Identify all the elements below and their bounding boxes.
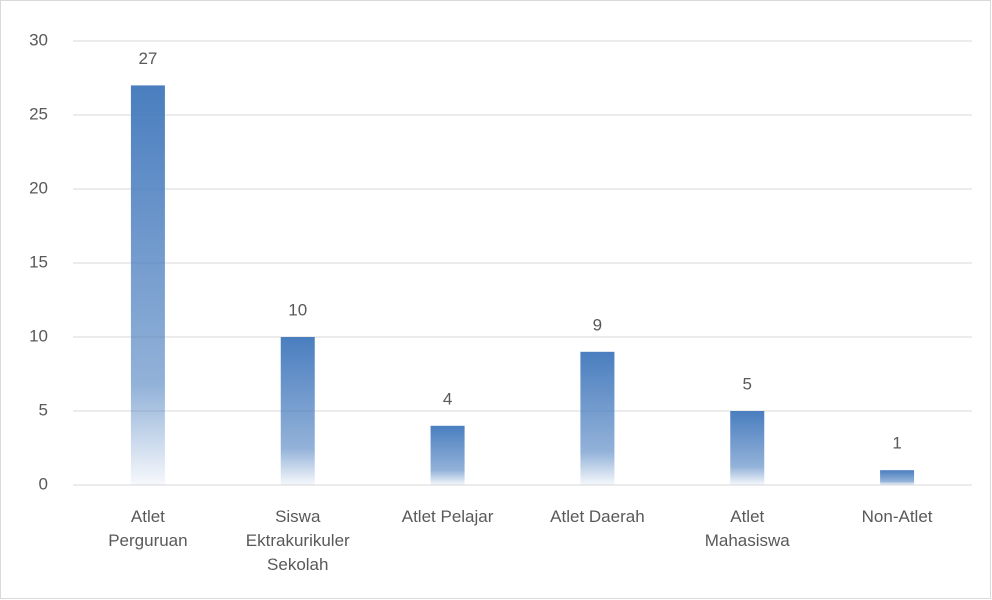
bar [880,470,915,485]
x-tick-label: Atlet Pelajar [401,507,494,526]
y-tick-label: 5 [39,400,48,419]
x-tick-label: Non-Atlet [861,507,933,526]
x-tick-label: Atlet Perguruan [108,507,188,550]
data-label: 10 [288,300,307,319]
bar [280,337,315,485]
data-label: 9 [593,315,602,334]
y-tick-label: 30 [29,30,48,49]
data-label: 5 [743,374,752,393]
bar [580,351,615,485]
bar [430,425,465,485]
y-tick-label: 10 [29,326,48,345]
x-tick-label: Atlet Daerah [550,507,645,526]
y-tick-label: 25 [29,104,48,123]
x-tick-label: Atlet Mahasiswa [704,507,790,550]
bar [730,411,765,485]
bar [130,85,165,486]
data-label: 27 [138,49,157,68]
y-tick-label: 20 [29,178,48,197]
data-label: 1 [892,434,901,453]
y-tick-label: 0 [39,474,48,493]
y-tick-label: 15 [29,252,48,271]
x-tick-label: Siswa Ektrakurikuler Sekolah [245,507,350,574]
data-label: 4 [443,389,452,408]
